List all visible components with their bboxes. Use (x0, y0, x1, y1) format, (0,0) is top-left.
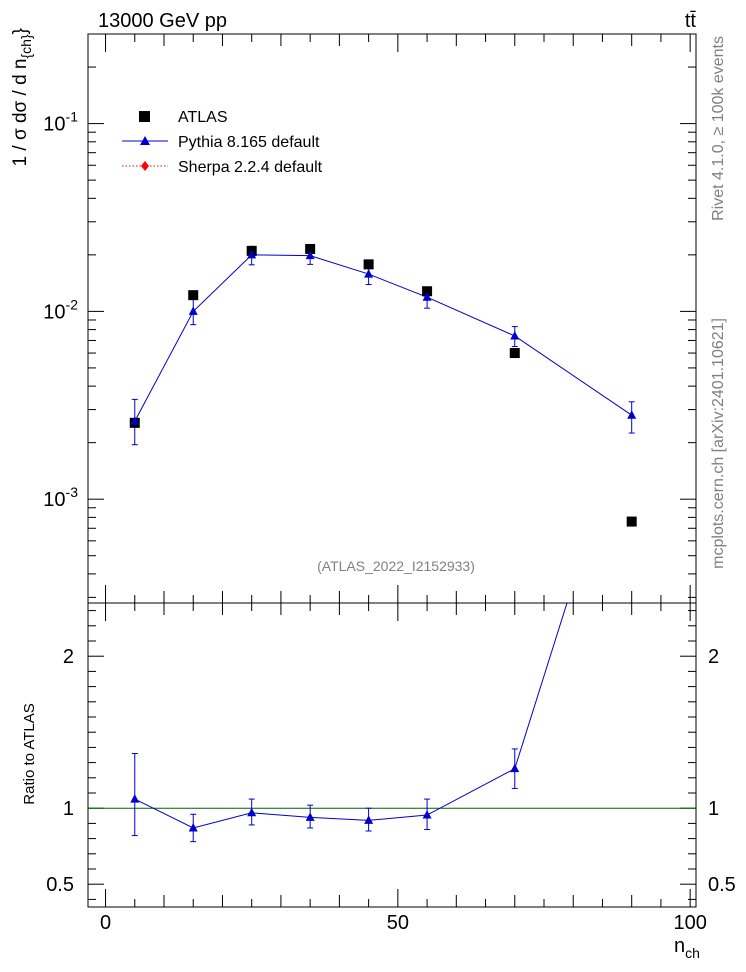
x-tick-label: 0 (100, 912, 111, 934)
ratio-y-tick-label-right: 2 (708, 646, 719, 668)
x-tick-label: 50 (387, 912, 409, 934)
ratio-point (247, 807, 257, 817)
legend-pythia-marker (140, 136, 150, 145)
ratio-point (188, 822, 198, 832)
ratio-y-tick-label-right: 0.5 (708, 874, 736, 896)
legend-sherpa-label: Sherpa 2.2.4 default (178, 159, 323, 176)
ratio-series-group (130, 393, 636, 843)
rivet-label: Rivet 4.1.0, ≥ 100k events (710, 36, 727, 221)
pythia-point (422, 292, 432, 301)
ratio-y-tick-label-right: 1 (708, 798, 719, 820)
legend-sherpa-marker (141, 161, 149, 171)
main-y-tick-label: 10-3 (43, 484, 78, 511)
ratio-point (627, 393, 636, 402)
x-axis: 0 50 100 (100, 34, 707, 934)
main-y-tick-label: 10-1 (43, 109, 78, 136)
ratio-y-tick-label-left: 1 (63, 798, 74, 820)
ratio-y-tick-label-left: 0.5 (46, 874, 74, 896)
main-ylabel: 1 / σ dσ / d n{ch}} (10, 28, 34, 166)
atlas-point (363, 259, 374, 270)
pythia-point (188, 306, 198, 315)
ratio-y-axis: 0.5 0.5 1 1 2 2 (46, 610, 736, 900)
ratio-point (130, 794, 140, 803)
pythia-line (134, 254, 632, 422)
main-series (129, 243, 637, 527)
ratio-point (422, 810, 432, 819)
main-y-tick-label: 10-2 (43, 296, 78, 323)
pythia-point (305, 250, 315, 260)
pythia-point (130, 416, 140, 425)
ratio-frame (87, 602, 697, 908)
mcplots-label: mcplots.cern.ch [arXiv:2401.10621] (710, 318, 727, 569)
ratio-pythia-line (134, 603, 568, 829)
atlas-point (509, 348, 520, 359)
ratio-point (510, 763, 520, 773)
pythia-point (510, 330, 520, 340)
analysis-id: (ATLAS_2022_I2152933) (317, 558, 475, 574)
legend-atlas-label: ATLAS (178, 109, 228, 126)
atlas-point (626, 516, 637, 527)
pythia-point (247, 249, 257, 259)
atlas-point (305, 243, 316, 254)
atlas-point (188, 290, 199, 301)
pythia-point (364, 269, 374, 278)
process-label: tt̄ (685, 10, 697, 32)
pythia-point (627, 410, 637, 419)
x-tick-label: 100 (673, 912, 706, 934)
collision-label: 13000 GeV pp (98, 10, 227, 32)
atlas-point (422, 286, 433, 297)
ratio-point (305, 812, 315, 821)
legend-pythia-label: Pythia 8.165 default (178, 134, 320, 151)
ratio-ylabel: Ratio to ATLAS (21, 703, 38, 804)
legend-atlas-marker (139, 111, 150, 122)
x-axis-label: nch (674, 935, 700, 961)
legend: ATLAS Pythia 8.165 default Sherpa 2.2.4 … (122, 109, 323, 176)
ratio-series (130, 393, 636, 843)
main-y-axis: 10-3 10-2 10-1 (43, 66, 696, 598)
ratio-y-tick-label-left: 2 (63, 646, 74, 668)
ratio-point (364, 815, 374, 824)
